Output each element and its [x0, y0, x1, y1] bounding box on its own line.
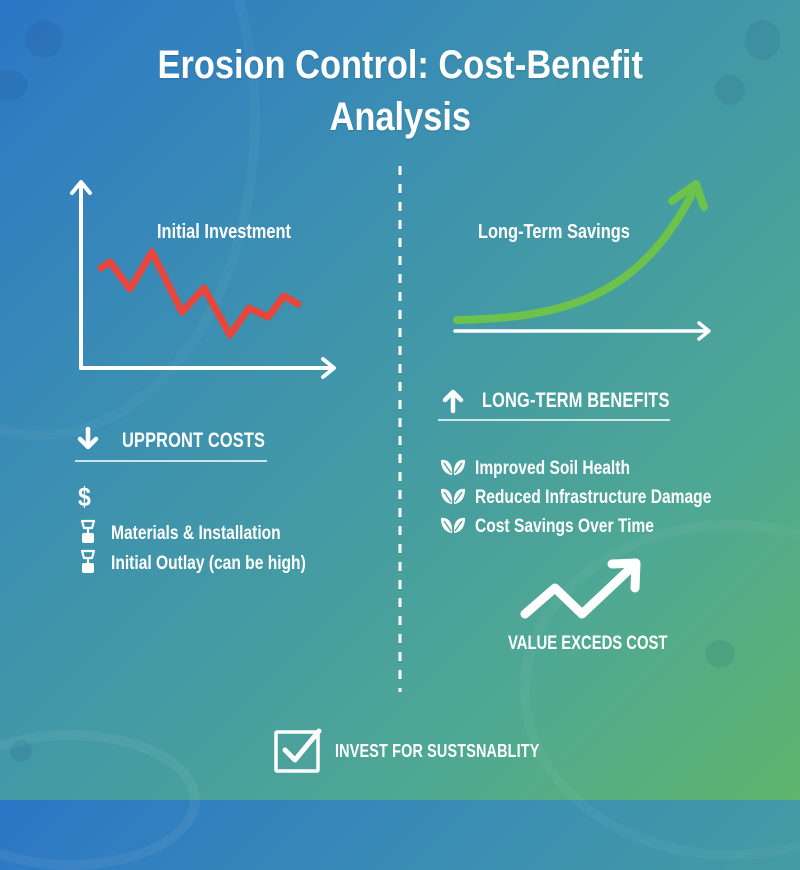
value-exceeds-cost-label: VALUE EXCEDS COST: [508, 633, 668, 654]
long-term-benefits-heading: LONG-TERM BENEFITS: [482, 389, 670, 412]
leaf-icon: [441, 488, 465, 504]
arrow-up-icon: [442, 389, 464, 414]
long-term-benefits-divider: [438, 419, 670, 421]
upfront-costs-heading: UPPRONT COSTS: [122, 429, 266, 452]
long-term-savings-label: Long-Term Savings: [478, 221, 630, 243]
checkbox-checked-icon: [274, 728, 322, 773]
background-wave: [520, 520, 800, 860]
benefit-item-infrastructure: Reduced Infrastructure Damage: [475, 487, 712, 508]
savings-curve-arrowhead: [668, 180, 708, 211]
benefit-item-cost-savings: Cost Savings Over Time: [475, 516, 654, 537]
page-title-text: Erosion Control: Cost-Benefit: [157, 43, 643, 87]
background-wave: [0, 730, 200, 870]
cost-item-materials: Materials & Installation: [111, 523, 281, 544]
background-blob: [715, 75, 745, 105]
initial-investment-label: Initial Investment: [157, 221, 291, 243]
leaf-icon: [441, 459, 465, 475]
background-blob: [25, 20, 63, 58]
shovel-icon: [80, 519, 96, 543]
background-blob: [745, 20, 780, 60]
footer-invest-label: INVEST FOR SUSTSNABLITY: [335, 741, 540, 761]
leaf-icon: [441, 517, 465, 533]
shovel-icon: [80, 549, 96, 573]
page-title-text: Analysis: [329, 95, 471, 139]
upfront-costs-divider: [75, 460, 267, 462]
arrow-down-icon: [77, 426, 99, 450]
savings-growth-curve: [453, 184, 699, 324]
page-title-line-1: Erosion Control: Cost-Benefit: [0, 45, 800, 85]
page-title-line-2: Analysis: [0, 97, 800, 137]
cost-item-initial-outlay: Initial Outlay (can be high): [111, 553, 306, 574]
chart-x-axis: [453, 321, 711, 341]
benefit-item-soil-health: Improved Soil Health: [475, 458, 630, 479]
dollar-icon: $: [78, 482, 91, 512]
